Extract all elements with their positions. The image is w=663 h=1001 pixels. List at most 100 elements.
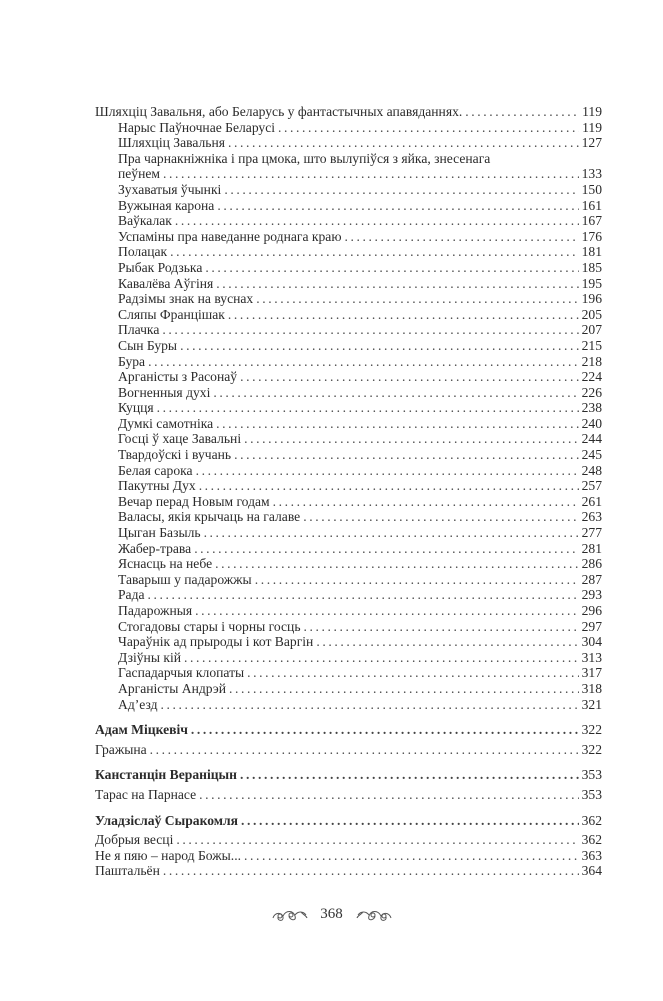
toc-entry[interactable]: Таварыш у падарожжы 287 (95, 572, 602, 588)
toc-entry[interactable]: Стогадовы стары і чорны госць 297 (95, 619, 602, 635)
toc-entry-title: Кавалёва Аўгіня (118, 275, 214, 291)
toc-entry[interactable]: Полацак 181 (95, 244, 602, 260)
toc-entry[interactable]: Белая сарока 248 (95, 463, 602, 479)
toc-entry[interactable]: Валасы, якія крычаць на галаве 263 (95, 509, 602, 525)
toc-entry-title-line: Пра чарнакніжніка і пра цмока, што вылуп… (118, 150, 491, 166)
toc-entry[interactable]: Кавалёва Аўгіня 195 (95, 276, 602, 292)
dot-leader (163, 166, 579, 182)
toc-entry-page: 263 (581, 509, 602, 525)
toc-entry[interactable]: Шляхціц Завальня 127 (95, 135, 602, 151)
ornament-left-icon (272, 910, 307, 921)
toc-entry-title: Куцця (118, 400, 154, 416)
toc-entry[interactable]: Думкі самотніка 240 (95, 416, 602, 432)
toc-entry[interactable]: Плачка 207 (95, 322, 602, 338)
toc-entry[interactable]: Не я пяю – народ Божы... 363 (95, 848, 602, 864)
toc-entry[interactable]: Гаспадарчыя клопаты 317 (95, 665, 602, 681)
toc-entry[interactable]: Ад’езд 321 (95, 697, 602, 713)
toc-entry-title: Думкі самотніка (118, 415, 214, 431)
dot-leader (184, 650, 579, 666)
dot-leader (194, 541, 578, 557)
dot-leader (216, 416, 578, 432)
toc-entry[interactable]: пеўнем 133 (95, 166, 602, 182)
toc-entry-title: Таварыш у падарожжы (118, 571, 252, 587)
toc-entry[interactable]: Бура 218 (95, 354, 602, 370)
toc-entry-page: 317 (581, 665, 602, 681)
toc-entry[interactable]: Рада 293 (95, 587, 602, 603)
toc-entry-page: 224 (581, 369, 602, 385)
toc-entry-title: Дзіўны кій (118, 649, 182, 665)
dot-leader (180, 338, 579, 354)
toc-entry[interactable]: Рыбак Родзька 185 (95, 260, 602, 276)
toc-entry[interactable]: Вужыная карона 161 (95, 198, 602, 214)
ornament-right-icon (356, 910, 391, 921)
toc-entry-page: 286 (581, 556, 602, 572)
toc-entry[interactable]: Арганісты з Расонаў 224 (95, 369, 602, 385)
dot-leader (161, 697, 579, 713)
toc-entry-page: 248 (581, 462, 602, 478)
toc-entry-page: 353 (581, 786, 602, 802)
toc-entry[interactable]: Адам Міцкевіч 322 (95, 722, 602, 738)
toc-entry-title: Арганісты Андрэй (118, 680, 227, 696)
toc-entry[interactable]: Нарыс Паўночнае Беларусі 119 (95, 120, 602, 136)
toc-entry[interactable]: Госці ў хаце Завальні 244 (95, 431, 602, 447)
toc-entry-title: Вогненныя духі (118, 384, 211, 400)
toc-entry[interactable]: Зухаватыя ўчынкі 150 (95, 182, 602, 198)
toc-entry-page: 277 (581, 525, 602, 541)
toc-entry[interactable]: Канстанцін Вераніцын 353 (95, 767, 602, 783)
toc-entry[interactable]: Шляхціц Завальня, або Беларусь у фантаст… (95, 104, 602, 120)
toc-entry-title: Арганісты з Расонаў (118, 369, 238, 385)
toc-entry-page: 304 (581, 634, 602, 650)
toc-entry[interactable]: Жабер-трава 281 (95, 541, 602, 557)
toc-entry-title: Плачка (118, 322, 160, 338)
toc-entry-page: 196 (581, 291, 602, 307)
toc-entry-title: Падарожныя (118, 603, 193, 618)
toc-entry[interactable]: Сын Буры 215 (95, 338, 602, 354)
dot-leader (163, 863, 579, 879)
toc-entry-page: 226 (581, 384, 602, 400)
toc-entry-page: 176 (581, 228, 602, 244)
toc-entry[interactable]: Дзіўны кій 313 (95, 650, 602, 666)
toc-entry[interactable]: Тарас на Парнасе 353 (95, 787, 602, 803)
toc-entry[interactable]: Успаміны пра наведанне роднага краю 176 (95, 229, 602, 245)
toc-entry[interactable]: Чараўнік ад прыроды і кот Варгін 304 (95, 634, 602, 650)
toc-entry[interactable]: Ваўкалак 167 (95, 213, 602, 229)
toc-entry-title: Рада (118, 587, 145, 603)
dot-leader (278, 120, 579, 136)
dot-leader (213, 385, 578, 401)
toc-entry[interactable]: Вогненныя духі 226 (95, 385, 602, 401)
toc-entry[interactable]: Цыган Базыль 277 (95, 525, 602, 541)
dot-leader (195, 603, 579, 619)
dot-leader (229, 681, 579, 697)
toc-entry[interactable]: Вечар перад Новым годам 261 (95, 494, 602, 510)
toc-entry-page: 238 (581, 400, 602, 416)
toc-entry-title: Цыган Базыль (118, 525, 201, 541)
toc-entry-title: пеўнем (118, 166, 161, 182)
dot-leader (465, 104, 579, 120)
dot-leader (228, 307, 579, 323)
toc-entry[interactable]: Паштальён 364 (95, 863, 602, 879)
dot-leader (228, 135, 579, 151)
toc-entry-title: Валасы, якія крычаць на галаве (118, 509, 301, 525)
toc-entry-title: Твардоўскі і вучань (118, 447, 232, 463)
toc-entry[interactable]: Арганісты Андрэй 318 (95, 681, 602, 697)
toc-entry-title: Жабер-трава (118, 540, 192, 556)
toc-entry[interactable]: Куцця 238 (95, 400, 602, 416)
toc-entry[interactable]: Гражына 322 (95, 742, 602, 758)
toc-entry[interactable]: Пакутны Дух 257 (95, 478, 602, 494)
toc-entry[interactable]: Падарожныя 296 (95, 603, 602, 619)
toc-entry[interactable]: Добрыя весці 362 (95, 832, 602, 848)
toc-entry[interactable]: Яснасць на небе 286 (95, 556, 602, 572)
toc-entry-page: 296 (581, 603, 602, 618)
toc-entry[interactable]: Уладзіслаў Сыракомля 362 (95, 813, 602, 829)
toc-entry[interactable]: Твардоўскі і вучань 245 (95, 447, 602, 463)
dot-leader (241, 813, 579, 829)
dot-leader (150, 742, 579, 758)
toc-entry-page: 245 (581, 447, 602, 463)
toc-entry-title: Нарыс Паўночнае Беларусі (118, 119, 276, 135)
toc-entry-title: Зухаватыя ўчынкі (118, 181, 222, 197)
toc-entry-title: Вужыная карона (118, 197, 215, 213)
toc-entry-title: Гражына (95, 741, 147, 757)
toc-entry[interactable]: Радзімы знак на вуснах 196 (95, 291, 602, 307)
toc-entry[interactable]: Сляпы Францішак 205 (95, 307, 602, 323)
toc-entry-title: Чараўнік ад прыроды і кот Варгін (118, 634, 314, 650)
